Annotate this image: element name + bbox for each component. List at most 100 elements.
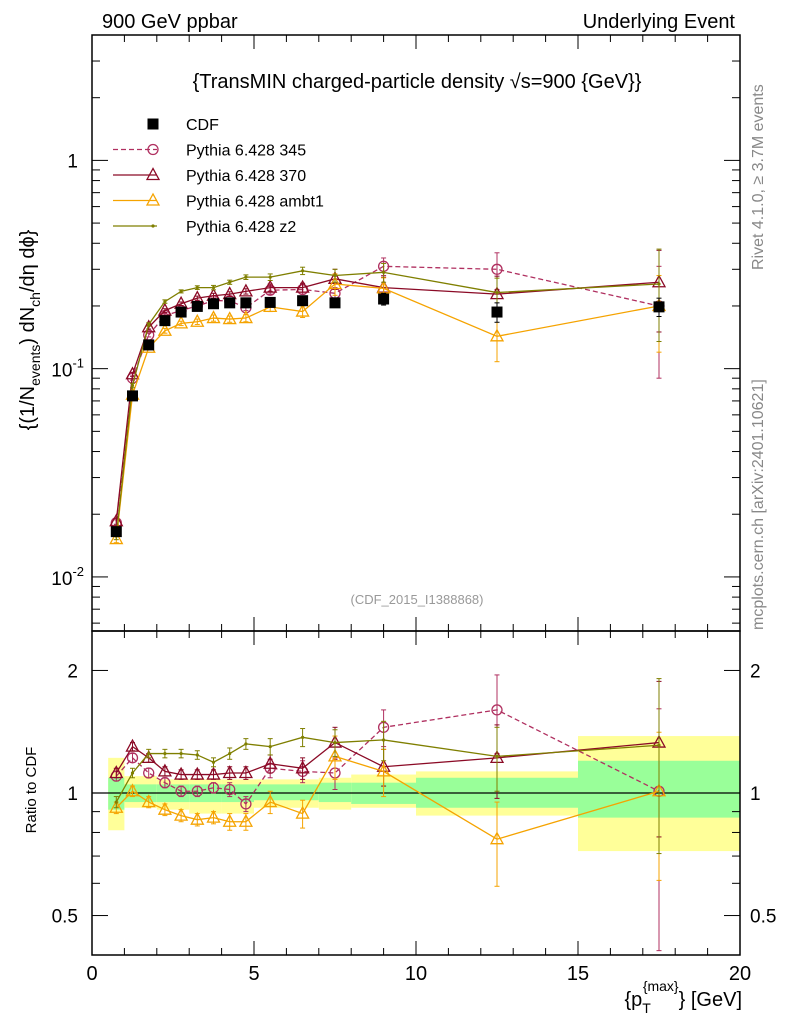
analysis-watermark: (CDF_2015_I1388868) — [351, 592, 484, 607]
data-point — [206, 766, 221, 780]
ratio-series-pythia-6-428-z2 — [113, 678, 662, 855]
data-point — [295, 805, 310, 819]
y-tick-label: 0.5 — [52, 907, 78, 928]
data-point — [147, 322, 151, 327]
data-point — [327, 276, 343, 290]
y-tick-label: 10-1 — [51, 356, 84, 382]
data-point — [157, 322, 172, 336]
data-point — [238, 813, 253, 827]
data-point — [244, 275, 248, 279]
data-point — [191, 785, 203, 797]
data-point — [224, 297, 236, 309]
data-point — [329, 297, 341, 309]
x-tick-label: 20 — [729, 963, 751, 985]
main-y-axis-label: {(1/Nevents) dNch/dη dϕ} — [17, 229, 43, 430]
x-tick-label: 15 — [567, 963, 589, 985]
series-line — [115, 709, 660, 805]
data-point — [244, 742, 248, 746]
data-point — [263, 279, 278, 293]
legend-marker — [151, 224, 155, 228]
data-point — [179, 289, 183, 293]
data-point — [125, 783, 140, 797]
data-point — [263, 755, 278, 769]
data-point — [238, 310, 253, 324]
data-point — [211, 760, 216, 764]
y-tick-label-right: 1 — [750, 784, 761, 805]
data-point — [141, 319, 156, 333]
ratio-y-axis-label: Ratio to CDF — [23, 747, 40, 834]
data-point — [240, 798, 252, 810]
data-point — [174, 315, 189, 329]
data-point — [224, 783, 236, 796]
data-point — [143, 339, 155, 351]
data-point — [159, 315, 171, 327]
data-point — [157, 801, 172, 815]
data-point — [222, 813, 237, 827]
y-tick-label: 1 — [67, 151, 78, 172]
data-point — [109, 799, 124, 813]
header-right-label: Underlying Event — [583, 11, 736, 33]
y-tick-label: 1 — [67, 784, 78, 805]
legend-label: CDF — [186, 117, 219, 134]
data-point — [378, 293, 390, 305]
data-point — [206, 809, 221, 823]
data-point — [333, 740, 337, 745]
data-point — [657, 743, 661, 747]
main-series-cdf — [110, 292, 665, 538]
chart-title: {TransMIN charged-particle density √s=90… — [193, 71, 642, 93]
y-tick-label-right: 0.5 — [750, 907, 776, 928]
legend-marker — [145, 167, 161, 181]
data-point — [206, 310, 221, 324]
data-point — [163, 751, 167, 756]
data-point — [489, 328, 505, 342]
ratio-uncertainty-bands — [92, 736, 740, 852]
series-line — [115, 278, 660, 522]
data-point — [653, 301, 665, 313]
data-point — [268, 745, 272, 749]
data-point — [157, 302, 172, 316]
data-point — [175, 785, 187, 797]
data-point — [109, 765, 124, 779]
data-point — [376, 763, 391, 777]
data-point — [179, 751, 183, 756]
data-point — [174, 807, 189, 821]
data-point — [297, 295, 309, 307]
uncertainty-band-inner — [254, 784, 319, 801]
data-point — [222, 311, 237, 325]
data-point — [238, 765, 253, 779]
x-axis-label: {pT{max}} [GeV] — [624, 978, 742, 1016]
series-line — [115, 283, 660, 540]
data-point — [495, 290, 499, 295]
data-point — [211, 286, 216, 290]
data-point — [295, 279, 310, 293]
legend-marker — [147, 143, 159, 156]
data-point — [130, 771, 135, 775]
data-point — [127, 390, 138, 402]
data-point — [109, 513, 124, 527]
data-point — [191, 300, 203, 312]
legend-marker — [145, 192, 161, 206]
data-point — [114, 800, 118, 804]
data-point — [159, 777, 171, 789]
x-tick-label: 10 — [405, 963, 427, 985]
data-point — [263, 794, 278, 808]
data-point — [295, 303, 310, 317]
data-point — [264, 296, 276, 308]
data-point — [295, 760, 310, 774]
data-point — [327, 748, 343, 762]
data-point — [268, 275, 272, 279]
data-point — [143, 767, 155, 779]
data-point — [207, 782, 220, 794]
data-point — [228, 280, 232, 284]
main-series-pythia-6-428-ambt1 — [109, 273, 667, 545]
data-point — [147, 751, 151, 756]
data-point — [382, 270, 386, 274]
legend-marker — [147, 118, 159, 130]
data-point — [110, 526, 122, 538]
x-tick-label: 0 — [86, 963, 97, 985]
data-point — [190, 766, 205, 780]
y-tick-label: 2 — [67, 661, 78, 682]
uncertainty-band-inner — [108, 777, 125, 810]
data-point — [301, 735, 305, 739]
data-point — [491, 263, 503, 275]
